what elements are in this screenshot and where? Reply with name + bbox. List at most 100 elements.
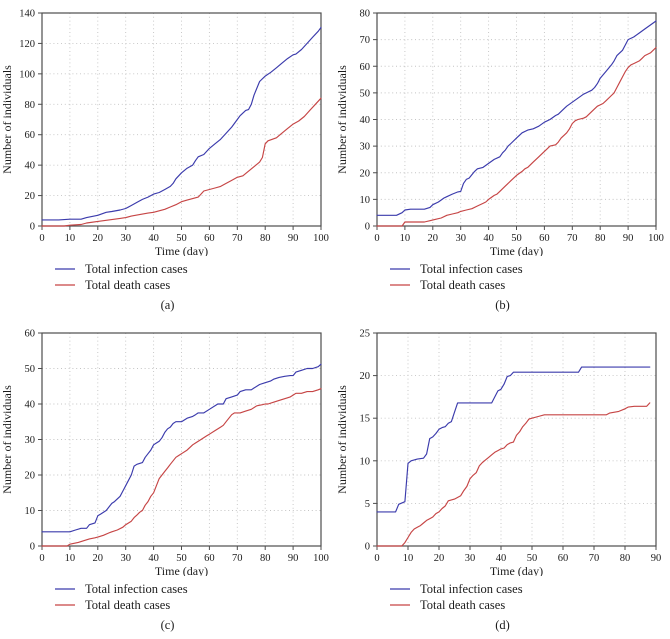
legend-label-infection: Total infection cases xyxy=(85,582,188,596)
svg-text:30: 30 xyxy=(120,233,131,244)
chart-a-plot: 0 10 20 30 40 50 60 70 80 90 100 0 20 40 60 80 100 120 140… xyxy=(0,9,329,257)
svg-text:50: 50 xyxy=(527,553,538,564)
svg-text:Time (day): Time (day) xyxy=(490,564,543,576)
svg-text:20: 20 xyxy=(93,233,104,244)
svg-text:10: 10 xyxy=(360,195,371,206)
chart-d-plot: 0 10 20 30 40 50 60 70 80 90 0 5 10 15 20 25 Time (day) N… xyxy=(335,329,661,577)
chart-b-caption: (b) xyxy=(495,298,510,312)
svg-text:70: 70 xyxy=(360,35,371,46)
svg-text:60: 60 xyxy=(25,329,36,340)
svg-text:50: 50 xyxy=(176,233,187,244)
svg-text:20: 20 xyxy=(434,553,445,564)
svg-text:140: 140 xyxy=(19,9,35,20)
svg-text:30: 30 xyxy=(120,553,131,564)
svg-text:100: 100 xyxy=(313,553,329,564)
svg-text:10: 10 xyxy=(403,553,414,564)
svg-text:Number of individuals: Number of individuals xyxy=(0,65,14,174)
svg-text:80: 80 xyxy=(260,553,271,564)
svg-text:10: 10 xyxy=(400,233,411,244)
legend-label-infection: Total infection cases xyxy=(420,582,523,596)
svg-text:90: 90 xyxy=(288,553,299,564)
svg-text:80: 80 xyxy=(25,100,36,111)
svg-text:20: 20 xyxy=(360,371,371,382)
svg-text:20: 20 xyxy=(428,233,439,244)
chart-d-legend: Total infection cases Total death cases xyxy=(389,581,670,613)
svg-text:100: 100 xyxy=(313,233,329,244)
svg-text:40: 40 xyxy=(25,161,36,172)
chart-d-caption: (d) xyxy=(495,618,510,632)
svg-text:40: 40 xyxy=(360,115,371,126)
svg-text:30: 30 xyxy=(455,233,466,244)
svg-text:0: 0 xyxy=(365,542,370,553)
svg-text:80: 80 xyxy=(620,553,631,564)
svg-text:5: 5 xyxy=(365,499,370,510)
svg-text:20: 20 xyxy=(25,471,36,482)
chart-b-plot: 0 10 20 30 40 50 60 70 80 90 100 0 10 20 30 40 50 60 70 80 T… xyxy=(335,9,664,257)
svg-text:60: 60 xyxy=(204,553,215,564)
chart-b: 0 10 20 30 40 50 60 70 80 90 100 0 10 20 30 40 50 60 70 80 T… xyxy=(335,0,670,320)
svg-text:40: 40 xyxy=(148,553,159,564)
svg-text:60: 60 xyxy=(558,553,569,564)
svg-text:Number of individuals: Number of individuals xyxy=(335,65,349,174)
svg-text:40: 40 xyxy=(496,553,507,564)
svg-text:90: 90 xyxy=(623,233,634,244)
svg-text:20: 20 xyxy=(93,553,104,564)
svg-text:10: 10 xyxy=(65,233,76,244)
chart-c-caption: (c) xyxy=(160,618,175,632)
svg-text:40: 40 xyxy=(148,233,159,244)
svg-text:70: 70 xyxy=(232,233,243,244)
svg-text:70: 70 xyxy=(232,553,243,564)
svg-text:30: 30 xyxy=(25,435,36,446)
chart-b-legend: Total infection cases Total death cases xyxy=(389,261,670,293)
svg-text:Time (day): Time (day) xyxy=(490,244,543,256)
chart-a: 0 10 20 30 40 50 60 70 80 90 100 0 20 40 60 80 100 120 140… xyxy=(0,0,335,320)
svg-text:0: 0 xyxy=(39,233,44,244)
death-line-icon xyxy=(55,604,75,606)
chart-c-legend: Total infection cases Total death cases xyxy=(54,581,335,613)
chart-c-plot: 0 10 20 30 40 50 60 70 80 90 1000102030405060Time … xyxy=(0,329,329,577)
svg-text:10: 10 xyxy=(360,456,371,467)
svg-text:Time (day): Time (day) xyxy=(155,564,208,576)
svg-text:60: 60 xyxy=(539,233,550,244)
legend-label-death: Total death cases xyxy=(85,598,171,612)
chart-d: 0 10 20 30 40 50 60 70 80 90 0 5 10 15 20 25 Time (day) N… xyxy=(335,320,670,639)
legend-label-death: Total death cases xyxy=(420,278,506,292)
svg-text:20: 20 xyxy=(25,191,36,202)
svg-text:50: 50 xyxy=(176,553,187,564)
legend-label-death: Total death cases xyxy=(420,598,506,612)
legend-item-infection: Total infection cases xyxy=(389,581,670,597)
svg-text:0: 0 xyxy=(39,553,44,564)
svg-text:15: 15 xyxy=(360,414,371,425)
legend-label-infection: Total infection cases xyxy=(420,262,523,276)
legend-item-infection: Total infection cases xyxy=(54,261,335,277)
infection-line-icon xyxy=(390,268,410,270)
infection-line-icon xyxy=(55,268,75,270)
legend-item-death: Total death cases xyxy=(389,277,670,293)
infection-line-icon xyxy=(390,588,410,590)
svg-text:20: 20 xyxy=(360,168,371,179)
legend-item-death: Total death cases xyxy=(54,277,335,293)
svg-text:40: 40 xyxy=(25,400,36,411)
death-line-icon xyxy=(390,604,410,606)
svg-text:Time (day): Time (day) xyxy=(155,244,208,256)
svg-text:40: 40 xyxy=(483,233,494,244)
legend-label-death: Total death cases xyxy=(85,278,171,292)
infection-line-icon xyxy=(55,588,75,590)
svg-text:100: 100 xyxy=(19,69,35,80)
chart-a-legend: Total infection cases Total death cases xyxy=(54,261,335,293)
svg-text:90: 90 xyxy=(288,233,299,244)
svg-text:120: 120 xyxy=(19,39,35,50)
svg-text:50: 50 xyxy=(360,88,371,99)
svg-text:0: 0 xyxy=(30,222,35,233)
svg-text:70: 70 xyxy=(589,553,600,564)
svg-text:25: 25 xyxy=(360,329,371,340)
svg-text:30: 30 xyxy=(465,553,476,564)
svg-text:50: 50 xyxy=(511,233,522,244)
death-line-icon xyxy=(390,284,410,286)
legend-item-death: Total death cases xyxy=(54,597,335,613)
svg-text:0: 0 xyxy=(365,222,370,233)
svg-text:0: 0 xyxy=(374,553,379,564)
svg-text:80: 80 xyxy=(360,9,371,20)
chart-c: 0 10 20 30 40 50 60 70 80 90 100 0 10 20 30 40 50 60 Time … xyxy=(0,320,335,639)
